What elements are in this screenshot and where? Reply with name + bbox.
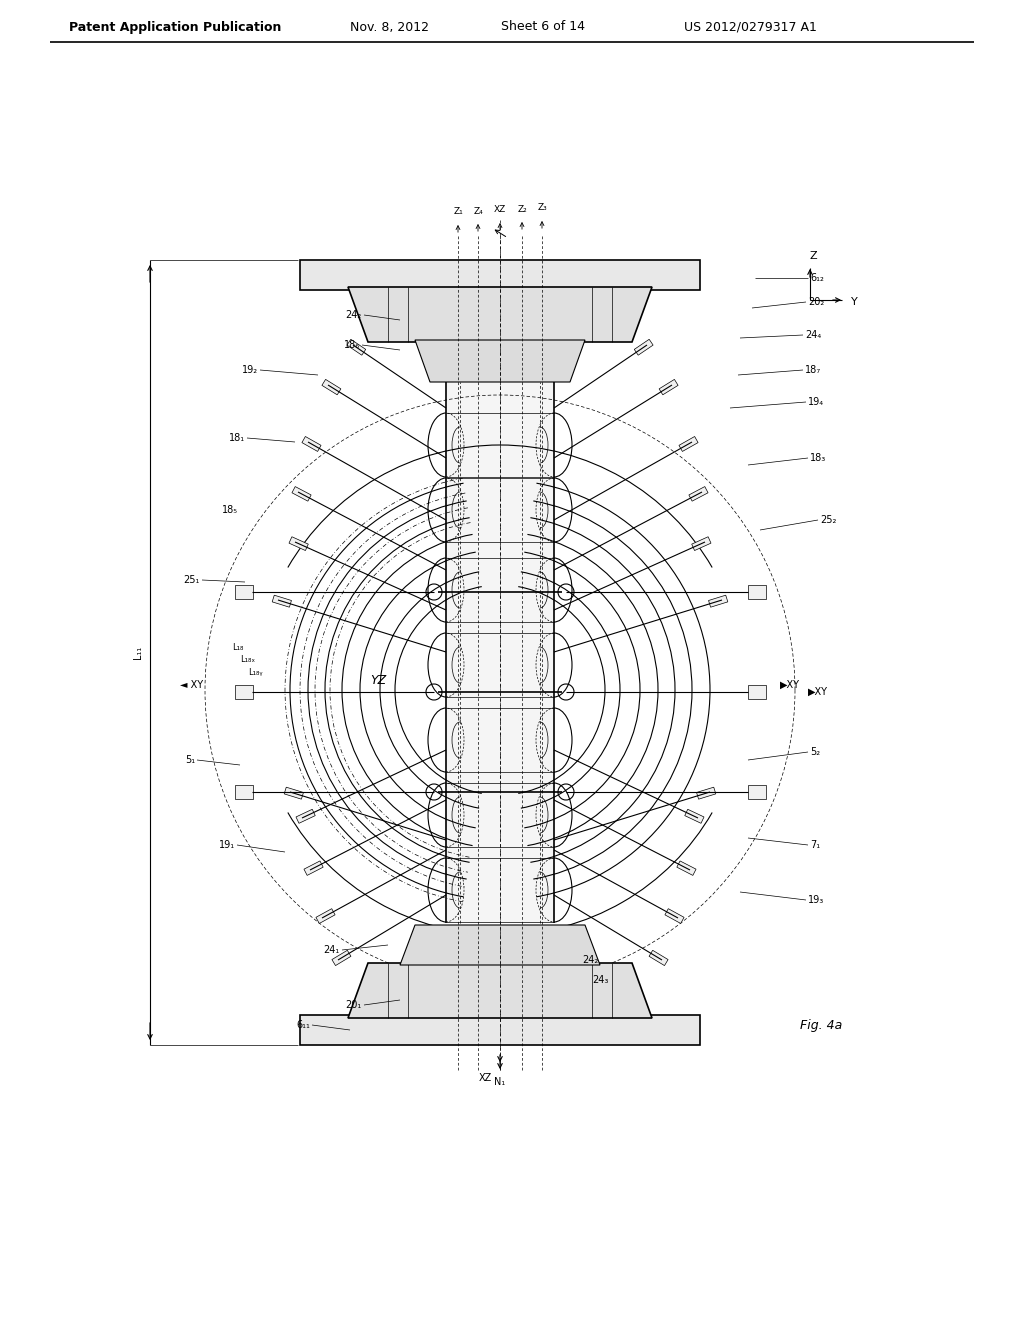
Polygon shape (691, 537, 711, 550)
Polygon shape (332, 950, 351, 965)
Text: XZ: XZ (494, 206, 506, 214)
Text: 5₁: 5₁ (185, 755, 195, 766)
Text: XZ: XZ (478, 1073, 492, 1082)
Text: YZ: YZ (370, 673, 386, 686)
Polygon shape (677, 861, 696, 875)
Text: 24₂: 24₂ (582, 954, 598, 965)
Text: Z: Z (809, 251, 817, 261)
Text: 19₁: 19₁ (219, 840, 234, 850)
Text: Nov. 8, 2012: Nov. 8, 2012 (350, 21, 429, 33)
Polygon shape (634, 339, 653, 355)
Text: US 2012/0279317 A1: US 2012/0279317 A1 (684, 21, 816, 33)
Polygon shape (685, 809, 705, 824)
Text: 19₄: 19₄ (808, 397, 824, 407)
Polygon shape (415, 341, 585, 381)
Text: 18₆: 18₆ (344, 341, 360, 350)
Text: Sheet 6 of 14: Sheet 6 of 14 (501, 21, 585, 33)
Polygon shape (665, 908, 684, 924)
Text: 19₂: 19₂ (242, 366, 258, 375)
Text: ◄ XY: ◄ XY (180, 680, 203, 690)
Polygon shape (347, 339, 366, 355)
Bar (300, 1015, 700, 1045)
Text: 6₁₂: 6₁₂ (810, 273, 824, 282)
Polygon shape (689, 487, 708, 502)
Polygon shape (272, 595, 292, 607)
Text: ▶XY: ▶XY (808, 686, 828, 697)
Bar (234, 685, 253, 700)
Text: 6₁₁: 6₁₁ (296, 1020, 310, 1030)
Polygon shape (709, 595, 728, 607)
Text: 18₃: 18₃ (810, 453, 826, 463)
Text: 20₁: 20₁ (346, 1001, 362, 1010)
Text: 24₂: 24₂ (346, 310, 362, 319)
Polygon shape (348, 286, 652, 342)
Text: Y: Y (851, 297, 857, 308)
Text: 18₇: 18₇ (805, 366, 821, 375)
Bar (300, 260, 700, 290)
Polygon shape (322, 379, 341, 395)
Text: L₁₈ₓ: L₁₈ₓ (240, 656, 255, 664)
Polygon shape (304, 861, 324, 875)
Polygon shape (400, 925, 600, 965)
Text: 18₅: 18₅ (222, 506, 238, 515)
Text: Z₂: Z₂ (517, 205, 527, 214)
Text: N₁: N₁ (495, 1077, 506, 1086)
Text: 5₂: 5₂ (810, 747, 820, 756)
Text: 20₂: 20₂ (808, 297, 824, 308)
Bar (748, 585, 766, 599)
Text: 24₄: 24₄ (805, 330, 821, 341)
Polygon shape (296, 809, 315, 824)
Text: Z₁: Z₁ (454, 207, 463, 216)
Text: 24₃: 24₃ (592, 975, 608, 985)
Text: ▶XY: ▶XY (780, 680, 800, 690)
Bar (748, 685, 766, 700)
Polygon shape (316, 908, 335, 924)
Polygon shape (292, 487, 311, 502)
Polygon shape (348, 964, 652, 1018)
Text: 19₃: 19₃ (808, 895, 824, 906)
Text: Z₃: Z₃ (538, 203, 547, 213)
Bar (446, 381, 554, 923)
Text: Z₄: Z₄ (473, 206, 483, 215)
Text: Patent Application Publication: Patent Application Publication (69, 21, 282, 33)
Text: 18₁: 18₁ (229, 433, 245, 444)
Text: L₁₈: L₁₈ (232, 644, 244, 652)
Bar (748, 785, 766, 799)
Polygon shape (659, 379, 678, 395)
Text: 25₁: 25₁ (183, 576, 200, 585)
Polygon shape (285, 787, 303, 799)
Polygon shape (679, 437, 698, 451)
Polygon shape (302, 437, 322, 451)
Bar (234, 785, 253, 799)
Text: Fig. 4a: Fig. 4a (800, 1019, 843, 1031)
Text: L₁₈ᵧ: L₁₈ᵧ (248, 668, 262, 676)
Text: 24₁: 24₁ (324, 945, 340, 954)
Polygon shape (289, 537, 308, 550)
Text: L₁₁: L₁₁ (133, 645, 143, 659)
Polygon shape (649, 950, 668, 965)
Text: 7₁: 7₁ (810, 840, 820, 850)
Bar (234, 585, 253, 599)
Polygon shape (696, 787, 716, 799)
Text: 25₂: 25₂ (820, 515, 837, 525)
